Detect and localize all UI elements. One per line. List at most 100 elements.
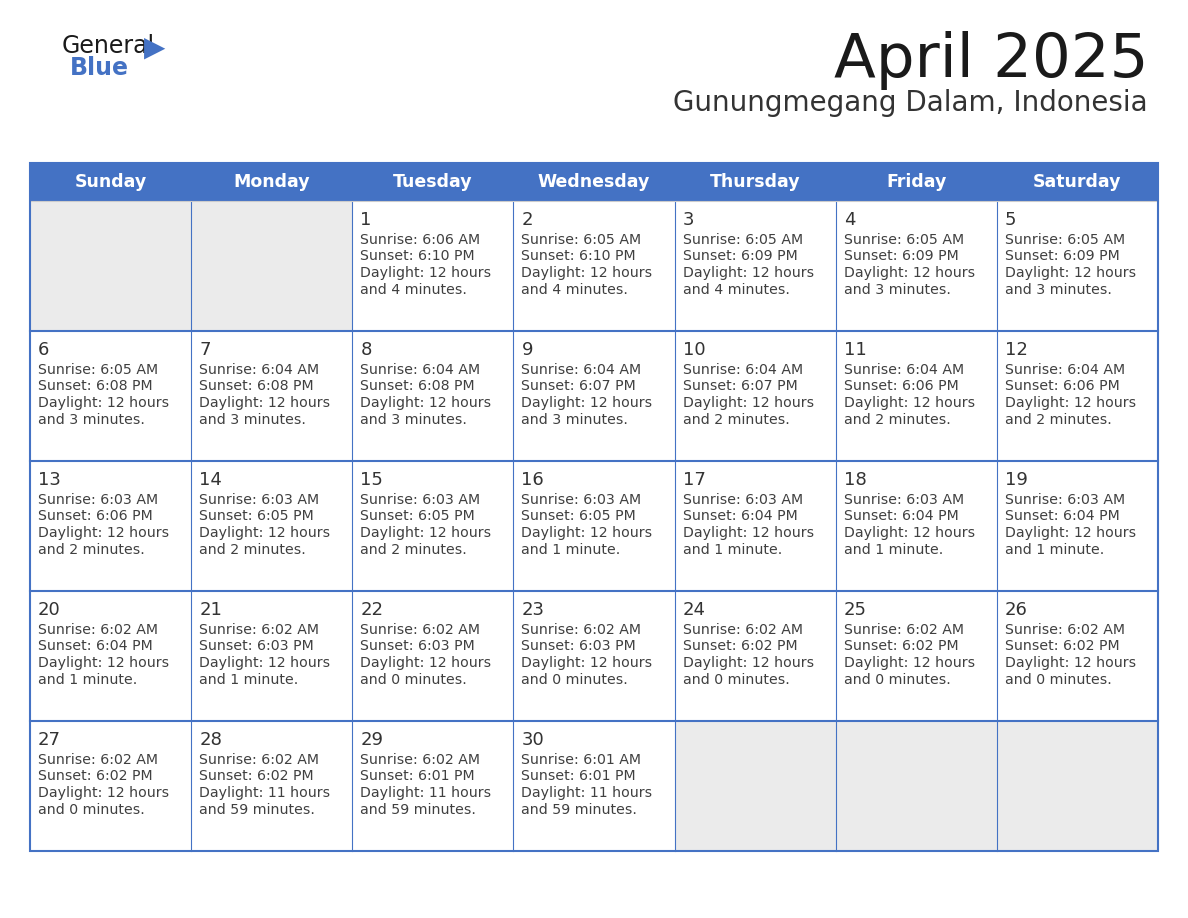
Text: Saturday: Saturday <box>1034 173 1121 191</box>
Bar <box>30 201 191 331</box>
Text: Sunset: 6:01 PM: Sunset: 6:01 PM <box>360 769 475 783</box>
Text: 14: 14 <box>200 471 222 489</box>
Text: and 0 minutes.: and 0 minutes. <box>38 802 145 816</box>
Bar <box>675 331 835 461</box>
Text: and 2 minutes.: and 2 minutes. <box>843 412 950 427</box>
Text: Daylight: 12 hours: Daylight: 12 hours <box>38 526 169 540</box>
Text: Daylight: 12 hours: Daylight: 12 hours <box>1005 266 1136 280</box>
Bar <box>835 331 997 461</box>
Bar <box>997 461 1158 591</box>
Bar <box>835 591 997 721</box>
Text: 2: 2 <box>522 211 533 229</box>
Text: 12: 12 <box>1005 341 1028 359</box>
Text: and 3 minutes.: and 3 minutes. <box>1005 283 1112 297</box>
Text: Sunrise: 6:02 AM: Sunrise: 6:02 AM <box>200 623 320 637</box>
Text: Sunset: 6:05 PM: Sunset: 6:05 PM <box>200 509 314 523</box>
Text: Sunset: 6:05 PM: Sunset: 6:05 PM <box>522 509 637 523</box>
Bar <box>353 201 513 331</box>
Text: ▶: ▶ <box>144 34 165 62</box>
Text: Sunset: 6:02 PM: Sunset: 6:02 PM <box>38 769 152 783</box>
Text: Daylight: 12 hours: Daylight: 12 hours <box>200 526 330 540</box>
Text: Daylight: 12 hours: Daylight: 12 hours <box>200 396 330 410</box>
Text: Sunrise: 6:03 AM: Sunrise: 6:03 AM <box>1005 493 1125 507</box>
Text: Daylight: 12 hours: Daylight: 12 hours <box>38 786 169 800</box>
Text: Sunrise: 6:02 AM: Sunrise: 6:02 AM <box>200 753 320 767</box>
Text: Sunset: 6:01 PM: Sunset: 6:01 PM <box>522 769 636 783</box>
Text: and 0 minutes.: and 0 minutes. <box>522 673 628 687</box>
Text: and 2 minutes.: and 2 minutes. <box>38 543 145 556</box>
Text: and 3 minutes.: and 3 minutes. <box>522 412 628 427</box>
Text: Sunset: 6:02 PM: Sunset: 6:02 PM <box>200 769 314 783</box>
Text: Daylight: 12 hours: Daylight: 12 hours <box>522 526 652 540</box>
Text: Sunset: 6:04 PM: Sunset: 6:04 PM <box>683 509 797 523</box>
Text: Sunset: 6:02 PM: Sunset: 6:02 PM <box>843 640 959 654</box>
Text: Daylight: 12 hours: Daylight: 12 hours <box>522 266 652 280</box>
Text: and 1 minute.: and 1 minute. <box>200 673 298 687</box>
Text: 10: 10 <box>683 341 706 359</box>
Text: Daylight: 12 hours: Daylight: 12 hours <box>1005 396 1136 410</box>
Text: Sunrise: 6:04 AM: Sunrise: 6:04 AM <box>200 363 320 377</box>
Text: Sunrise: 6:03 AM: Sunrise: 6:03 AM <box>843 493 963 507</box>
Text: and 4 minutes.: and 4 minutes. <box>683 283 790 297</box>
Text: Sunrise: 6:02 AM: Sunrise: 6:02 AM <box>38 623 158 637</box>
Text: 27: 27 <box>38 731 61 749</box>
Text: Sunset: 6:05 PM: Sunset: 6:05 PM <box>360 509 475 523</box>
Text: and 1 minute.: and 1 minute. <box>843 543 943 556</box>
Text: Sunrise: 6:02 AM: Sunrise: 6:02 AM <box>1005 623 1125 637</box>
Bar <box>30 163 1158 201</box>
Text: 23: 23 <box>522 601 544 619</box>
Text: and 2 minutes.: and 2 minutes. <box>360 543 467 556</box>
Bar <box>835 721 997 851</box>
Text: 21: 21 <box>200 601 222 619</box>
Text: Sunday: Sunday <box>75 173 146 191</box>
Text: 3: 3 <box>683 211 694 229</box>
Bar <box>191 591 353 721</box>
Text: Sunrise: 6:03 AM: Sunrise: 6:03 AM <box>38 493 158 507</box>
Bar <box>997 591 1158 721</box>
Text: Daylight: 12 hours: Daylight: 12 hours <box>843 396 975 410</box>
Text: and 0 minutes.: and 0 minutes. <box>360 673 467 687</box>
Text: Sunset: 6:08 PM: Sunset: 6:08 PM <box>200 379 314 394</box>
Text: Sunrise: 6:04 AM: Sunrise: 6:04 AM <box>522 363 642 377</box>
Text: and 1 minute.: and 1 minute. <box>522 543 620 556</box>
Bar <box>191 201 353 331</box>
Text: Sunrise: 6:04 AM: Sunrise: 6:04 AM <box>1005 363 1125 377</box>
Text: Sunset: 6:08 PM: Sunset: 6:08 PM <box>360 379 475 394</box>
Text: Sunset: 6:04 PM: Sunset: 6:04 PM <box>1005 509 1119 523</box>
Text: Sunrise: 6:03 AM: Sunrise: 6:03 AM <box>360 493 480 507</box>
Text: April 2025: April 2025 <box>834 31 1148 90</box>
Text: Sunrise: 6:02 AM: Sunrise: 6:02 AM <box>360 623 480 637</box>
Text: Daylight: 12 hours: Daylight: 12 hours <box>683 396 814 410</box>
Text: 15: 15 <box>360 471 384 489</box>
Text: Daylight: 12 hours: Daylight: 12 hours <box>843 656 975 670</box>
Text: Daylight: 12 hours: Daylight: 12 hours <box>843 266 975 280</box>
Text: 16: 16 <box>522 471 544 489</box>
Bar <box>513 591 675 721</box>
Text: Daylight: 12 hours: Daylight: 12 hours <box>522 656 652 670</box>
Text: Sunrise: 6:03 AM: Sunrise: 6:03 AM <box>200 493 320 507</box>
Bar <box>30 721 191 851</box>
Text: Daylight: 12 hours: Daylight: 12 hours <box>522 396 652 410</box>
Bar <box>191 331 353 461</box>
Text: Sunset: 6:06 PM: Sunset: 6:06 PM <box>1005 379 1119 394</box>
Text: Daylight: 12 hours: Daylight: 12 hours <box>38 396 169 410</box>
Text: Sunset: 6:09 PM: Sunset: 6:09 PM <box>1005 250 1119 263</box>
Text: and 59 minutes.: and 59 minutes. <box>360 802 476 816</box>
Text: Sunset: 6:03 PM: Sunset: 6:03 PM <box>522 640 637 654</box>
Text: Sunset: 6:07 PM: Sunset: 6:07 PM <box>683 379 797 394</box>
Text: 4: 4 <box>843 211 855 229</box>
Bar <box>353 461 513 591</box>
Text: 9: 9 <box>522 341 533 359</box>
Text: and 3 minutes.: and 3 minutes. <box>38 412 145 427</box>
Text: and 1 minute.: and 1 minute. <box>38 673 138 687</box>
Text: and 0 minutes.: and 0 minutes. <box>683 673 789 687</box>
Text: Daylight: 12 hours: Daylight: 12 hours <box>683 266 814 280</box>
Text: Sunset: 6:02 PM: Sunset: 6:02 PM <box>1005 640 1119 654</box>
Text: Sunrise: 6:05 AM: Sunrise: 6:05 AM <box>38 363 158 377</box>
Text: Sunrise: 6:05 AM: Sunrise: 6:05 AM <box>522 233 642 247</box>
Text: and 4 minutes.: and 4 minutes. <box>522 283 628 297</box>
Text: Sunset: 6:03 PM: Sunset: 6:03 PM <box>200 640 314 654</box>
Text: Sunset: 6:06 PM: Sunset: 6:06 PM <box>843 379 959 394</box>
Text: Daylight: 12 hours: Daylight: 12 hours <box>1005 656 1136 670</box>
Bar <box>835 201 997 331</box>
